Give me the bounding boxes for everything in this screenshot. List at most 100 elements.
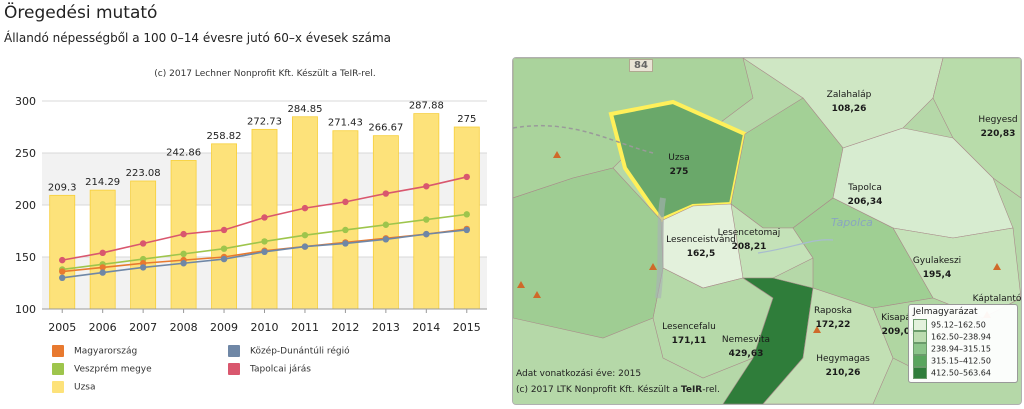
map-legend-swatch bbox=[913, 355, 927, 367]
x-tick-label: 2013 bbox=[372, 321, 400, 334]
settlement-value: 162,5 bbox=[686, 249, 716, 259]
series-point bbox=[139, 264, 147, 271]
series-point bbox=[463, 211, 470, 218]
legend-item-tapolcai[interactable]: Tapolcai járás bbox=[228, 363, 311, 375]
bar-2014 bbox=[413, 113, 440, 310]
map-credit-brand[interactable]: TeIR bbox=[680, 385, 703, 395]
map-legend-title: Jelmagyarázat bbox=[913, 307, 978, 317]
series-point bbox=[301, 231, 309, 239]
bar-data-label: 272.73 bbox=[247, 116, 282, 127]
map-legend-row: 95.12–162.50 bbox=[913, 319, 1013, 331]
settlement-name: Hegyesd bbox=[978, 115, 1018, 125]
map-credit-suffix: -rel. bbox=[702, 385, 720, 395]
map-data-year: Adat vonatkozási éve: 2015 bbox=[516, 369, 642, 379]
legend-label: Közép-Dunántúli régió bbox=[250, 346, 350, 357]
settlement-name: Káptalantó bbox=[972, 294, 1022, 304]
legend-swatch bbox=[52, 345, 64, 357]
bar-data-label: 287.88 bbox=[409, 101, 444, 112]
settlement-name: Gyulakeszi bbox=[912, 256, 962, 266]
bar-2015 bbox=[453, 126, 480, 310]
town-label-tapolca: Tapolca bbox=[831, 216, 873, 229]
x-tick-label: 2008 bbox=[170, 321, 198, 334]
map-credit: (c) 2017 LTK Nonprofit Kft. Készült a Te… bbox=[516, 385, 720, 395]
legend-label: Tapolcai járás bbox=[250, 364, 311, 375]
map-legend: Jelmagyarázat 95.12–162.50 162.50–238.94… bbox=[908, 304, 1018, 383]
series-point bbox=[423, 216, 430, 223]
settlement-name: Zalahaláp bbox=[826, 90, 872, 100]
series-point bbox=[99, 249, 106, 257]
map-label-lesenceistvand[interactable]: Lesenceistvánd 162,5 bbox=[666, 233, 736, 261]
map-label-kisapati[interactable]: Kisapáti 209,09 bbox=[881, 311, 917, 339]
series-point bbox=[423, 230, 430, 238]
legend-label: Magyarország bbox=[74, 346, 138, 357]
series-point bbox=[59, 274, 66, 281]
series-point bbox=[220, 255, 228, 263]
map-legend-swatch bbox=[913, 319, 927, 331]
map-legend-range: 95.12–162.50 bbox=[931, 320, 986, 330]
series-point bbox=[59, 256, 66, 264]
x-tick-label: 2006 bbox=[89, 321, 117, 334]
legend-item-magyarorszag[interactable]: Magyarország bbox=[52, 345, 137, 357]
map-label-kaptalanto[interactable]: Káptalantó bbox=[972, 292, 1022, 306]
bar-2009 bbox=[211, 143, 237, 310]
legend-item-kozep-dunantuli[interactable]: Közép-Dunántúli régió bbox=[228, 345, 350, 357]
map-legend-range: 238.94–315.15 bbox=[931, 344, 991, 354]
settlement-name: Tapolca bbox=[848, 183, 882, 193]
bar-data-label: 284.85 bbox=[287, 104, 322, 115]
series-point bbox=[463, 173, 470, 181]
series-point bbox=[301, 243, 309, 250]
series-point bbox=[261, 238, 268, 245]
legend-label: Veszprém megye bbox=[74, 364, 152, 375]
settlement-name: Kisapáti bbox=[881, 313, 917, 323]
series-point bbox=[261, 248, 268, 255]
map-legend-range: 315.15–412.50 bbox=[931, 356, 991, 366]
map-label-hegymagas[interactable]: Hegymagas 210,26 bbox=[816, 352, 870, 380]
bar-data-label: 209.3 bbox=[48, 182, 77, 193]
map-label-gyulakeszi[interactable]: Gyulakeszi 195,4 bbox=[913, 254, 961, 282]
map-legend-row: 162.50–238.94 bbox=[913, 331, 1013, 343]
legend-swatch bbox=[52, 381, 64, 393]
settlement-name: Uzsa bbox=[668, 153, 690, 163]
map-credit-prefix: (c) 2017 LTK Nonprofit Kft. Készült a bbox=[516, 385, 681, 395]
settlement-value: 172,22 bbox=[815, 320, 851, 330]
settlement-name: Raposka bbox=[813, 306, 853, 316]
legend-swatch bbox=[52, 363, 64, 375]
map-label-lesencetomaj[interactable]: Lesencetomaj 208,21 bbox=[718, 226, 781, 254]
map-label-nemesvita[interactable]: Nemesvita 429,63 bbox=[722, 333, 770, 361]
settlement-value: 429,63 bbox=[728, 349, 764, 359]
map-legend-range: 412.50–563.64 bbox=[931, 368, 991, 378]
map-label-raposka[interactable]: Raposka 172,22 bbox=[814, 304, 852, 332]
settlement-value: 171,11 bbox=[671, 336, 707, 346]
series-point bbox=[59, 268, 66, 275]
settlement-name: Hegymagas bbox=[816, 354, 870, 364]
map-label-zalahalap[interactable]: Zalahaláp 108,26 bbox=[827, 88, 872, 116]
x-tick-label: 2015 bbox=[453, 321, 481, 334]
bar-2012 bbox=[332, 130, 359, 310]
legend-item-uzsa[interactable]: Uzsa bbox=[52, 381, 96, 393]
map-panel[interactable]: 84 Tapolca Zalahaláp 108,26 Hegyesd 220,83… bbox=[512, 57, 1022, 405]
bar-data-label: 258.82 bbox=[207, 131, 242, 142]
map-label-lesencefalu[interactable]: Lesencefalu 171,11 bbox=[662, 320, 716, 348]
bar-data-label: 223.08 bbox=[126, 168, 161, 179]
series-point bbox=[342, 226, 349, 234]
bar-2006 bbox=[89, 189, 116, 310]
settlement-name: Lesencetomaj bbox=[717, 228, 781, 238]
series-point bbox=[423, 183, 430, 190]
map-label-tapolca[interactable]: Tapolca 206,34 bbox=[848, 181, 883, 209]
settlement-name: Nemesvita bbox=[721, 335, 771, 345]
settlement-value: 220,83 bbox=[980, 129, 1016, 139]
map-label-uzsa[interactable]: Uzsa 275 bbox=[668, 151, 690, 179]
x-tick-label: 2007 bbox=[129, 321, 157, 334]
map-label-hegyesd[interactable]: Hegyesd 220,83 bbox=[978, 113, 1017, 141]
series-point bbox=[463, 226, 470, 234]
legend-item-veszprem[interactable]: Veszprém megye bbox=[52, 363, 152, 375]
chart-credit: (c) 2017 Lechner Nonprofit Kft. Készült … bbox=[154, 69, 376, 79]
bar-data-label: 266.67 bbox=[368, 123, 403, 134]
y-tick-label: 100 bbox=[15, 303, 36, 316]
map-legend-swatch bbox=[913, 367, 927, 379]
road-number-badge: 84 bbox=[629, 59, 653, 72]
settlement-value: 209,09 bbox=[881, 327, 917, 337]
series-point bbox=[382, 190, 390, 197]
legend-swatch bbox=[228, 345, 240, 357]
map-legend-row: 412.50–563.64 bbox=[913, 367, 1013, 379]
